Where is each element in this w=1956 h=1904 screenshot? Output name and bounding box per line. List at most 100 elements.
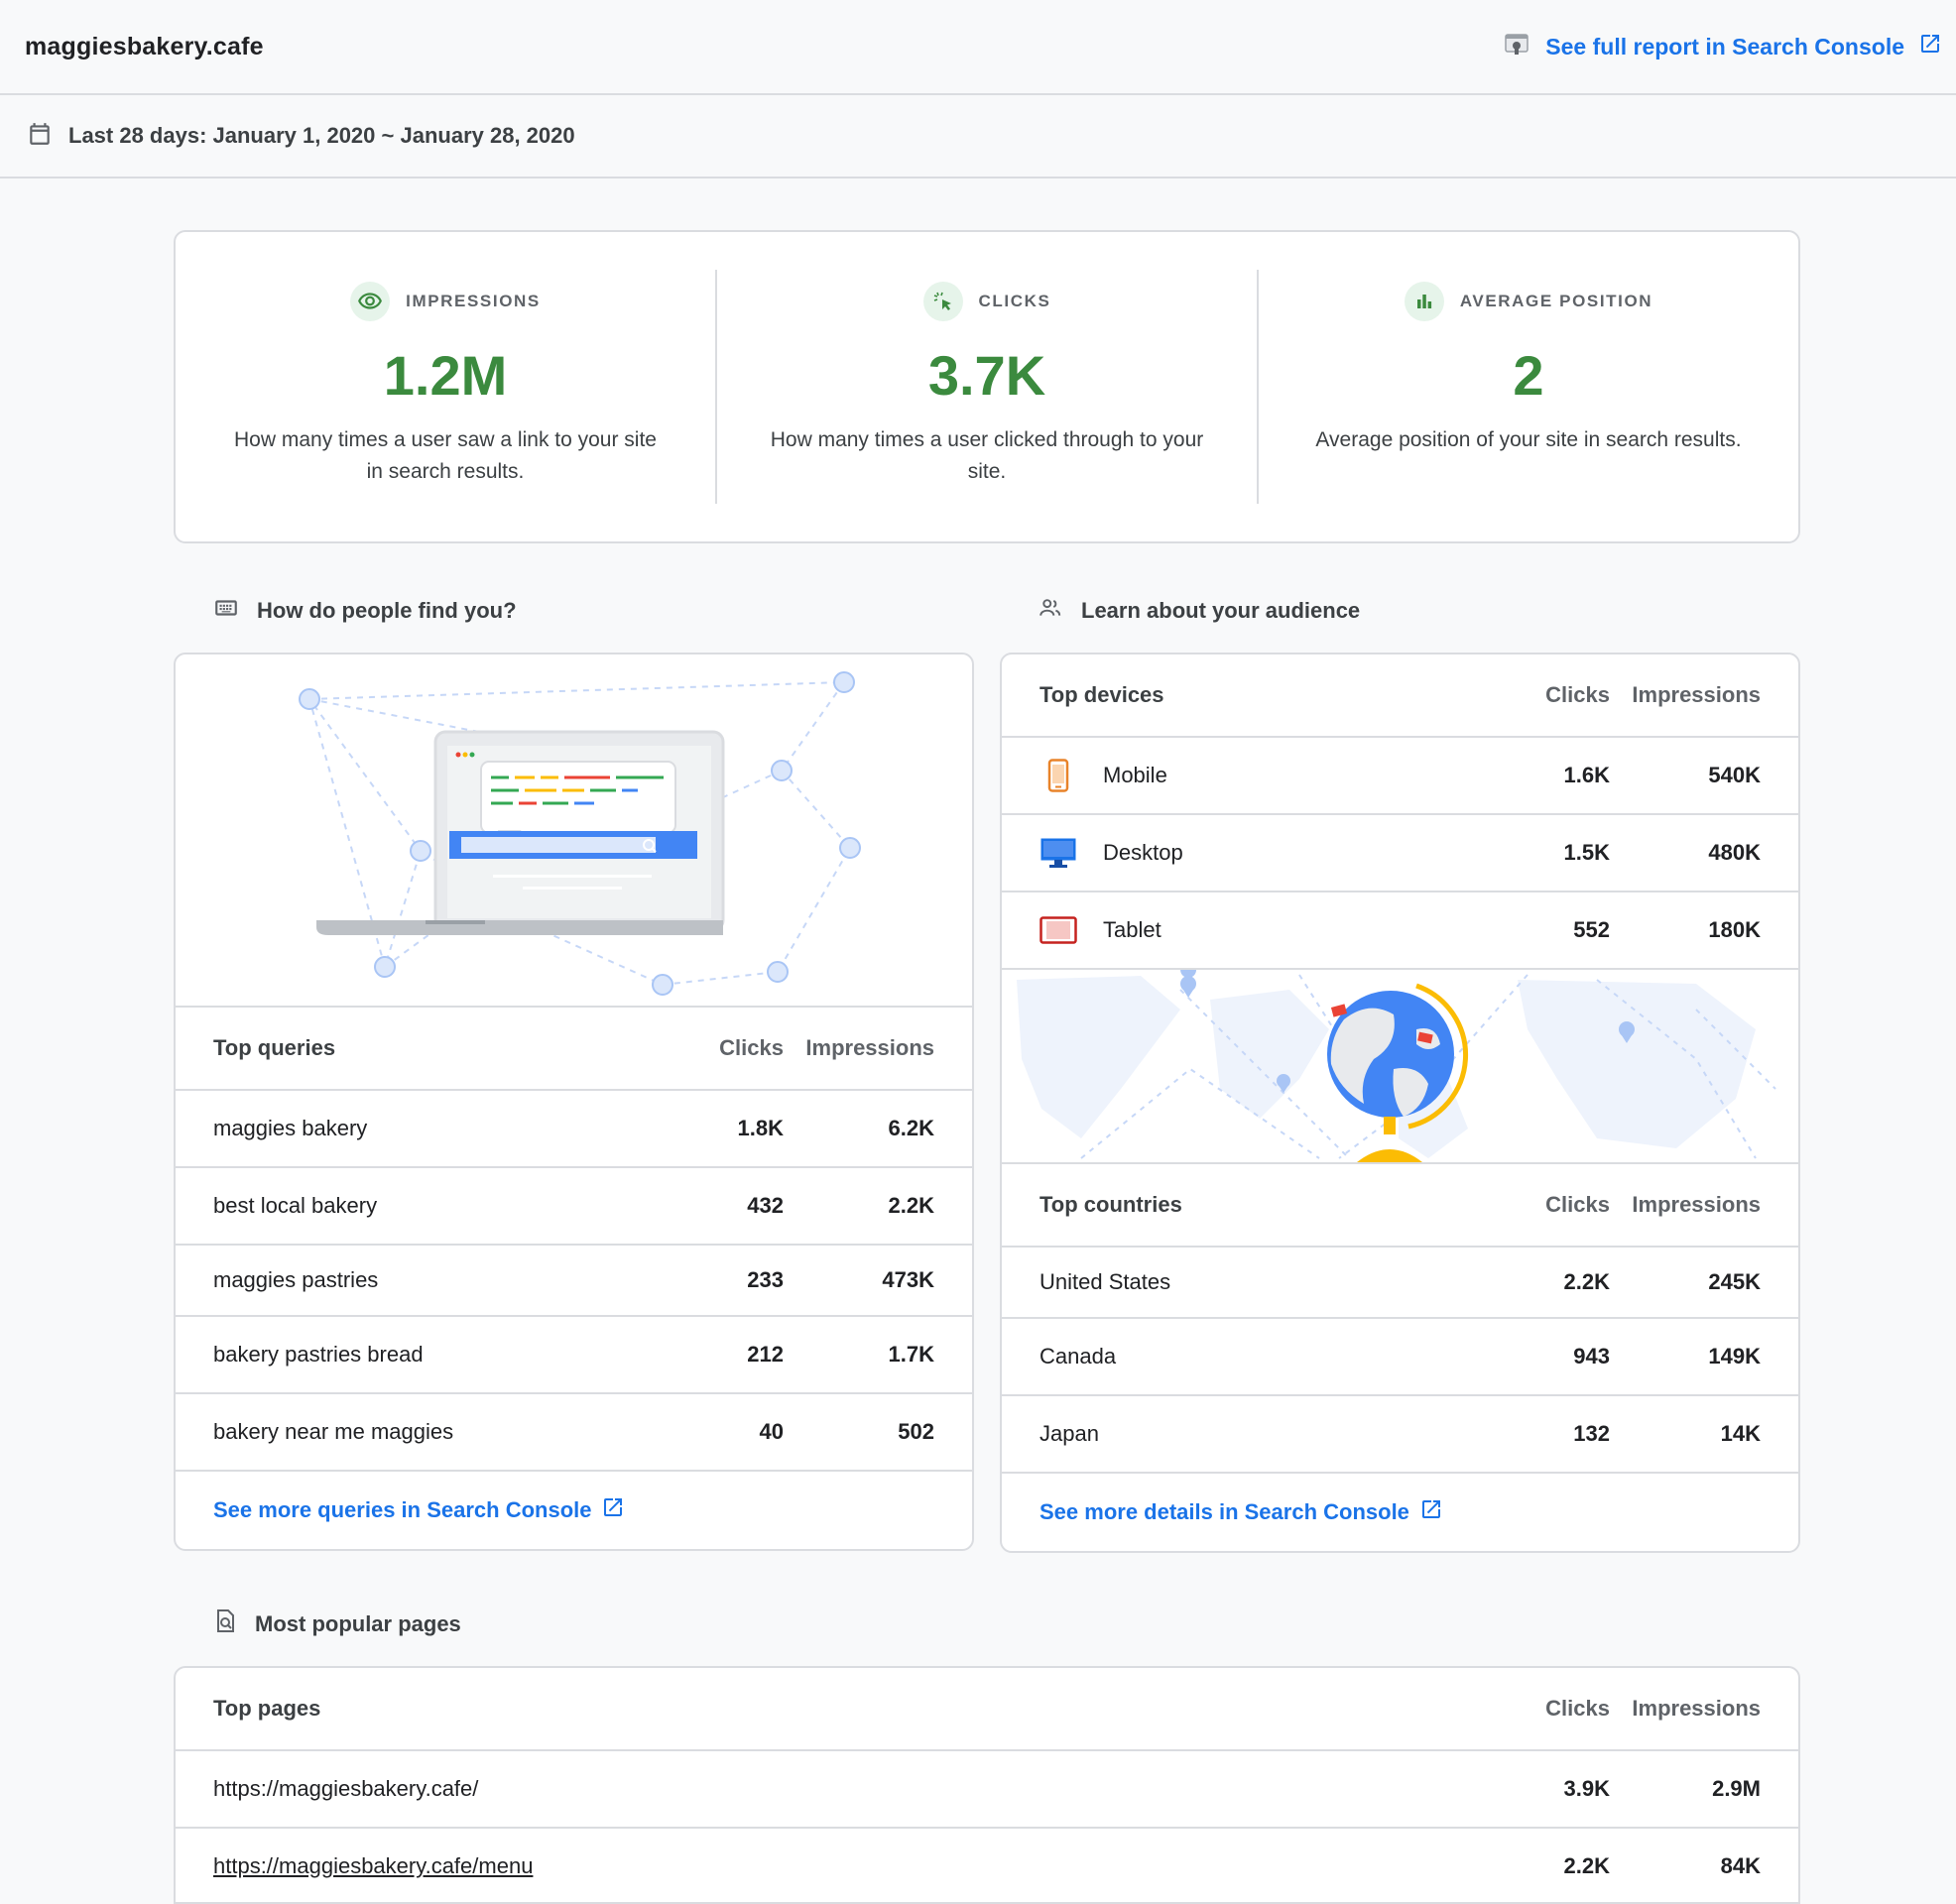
page-search-icon	[213, 1608, 237, 1640]
col-impressions: Impressions	[805, 1035, 934, 1060]
report-content: IMPRESSIONS 1.2M How many times a user s…	[174, 230, 1800, 1904]
query-clicks: 212	[747, 1342, 784, 1367]
countries-table-header: Top countries Clicks Impressions	[1002, 1164, 1798, 1248]
country-impressions: 149K	[1708, 1344, 1761, 1368]
query-clicks: 1.8K	[737, 1116, 784, 1140]
query-label: bakery pastries bread	[213, 1342, 424, 1367]
table-row: bakery pastries bread 212 1.7K	[176, 1317, 972, 1394]
query-impressions: 473K	[882, 1267, 934, 1292]
calendar-icon	[27, 121, 53, 152]
country-impressions: 245K	[1708, 1269, 1761, 1294]
search-console-icon	[1502, 29, 1531, 64]
device-label: Desktop	[1103, 840, 1183, 865]
metric-description: How many times a user saw a link to your…	[234, 428, 657, 483]
devices-table-title: Top devices	[1039, 682, 1164, 707]
page-url[interactable]: https://maggiesbakery.cafe/	[213, 1776, 479, 1801]
table-row: Canada 943 149K	[1002, 1319, 1798, 1396]
metric-average-position: AVERAGE POSITION 2 Average position of y…	[1257, 270, 1798, 504]
find-section-header: How do people find you?	[174, 591, 974, 631]
table-row: maggies bakery 1.8K 6.2K	[176, 1091, 972, 1168]
page-impressions: 84K	[1720, 1853, 1761, 1878]
table-row: maggies pastries 233 473K	[176, 1246, 972, 1317]
page-url[interactable]: https://maggiesbakery.cafe/menu	[213, 1853, 534, 1878]
query-impressions: 2.2K	[888, 1193, 934, 1218]
date-range-label: Last 28 days: January 1, 2020 ~ January …	[68, 123, 575, 148]
country-clicks: 943	[1573, 1344, 1610, 1368]
table-row[interactable]: https://maggiesbakery.cafe/menu 2.2K 84K	[176, 1829, 1798, 1902]
sections-row: How do people find you?	[174, 591, 1800, 1553]
country-clicks: 2.2K	[1563, 1269, 1610, 1294]
table-row: Mobile 1.6K 540K	[1002, 738, 1798, 815]
site-name: maggiesbakery.cafe	[25, 32, 264, 60]
metric-description: How many times a user clicked through to…	[770, 428, 1204, 483]
table-row: Tablet 552 180K	[1002, 892, 1798, 970]
audience-column: Learn about your audience Top devices Cl…	[1000, 591, 1800, 1553]
metric-value: 1.2M	[383, 344, 508, 407]
page-clicks: 3.9K	[1563, 1776, 1610, 1801]
full-report-link[interactable]: See full report in Search Console	[1502, 29, 1942, 64]
query-impressions: 502	[898, 1419, 934, 1444]
find-column: How do people find you?	[174, 591, 974, 1553]
search-network-illustration	[176, 654, 972, 1008]
open-external-icon	[1918, 32, 1942, 61]
bar-chart-icon	[1404, 282, 1444, 321]
table-row: Desktop 1.5K 480K	[1002, 815, 1798, 892]
col-clicks: Clicks	[1545, 1192, 1610, 1217]
device-clicks: 552	[1573, 917, 1610, 942]
table-row: bakery near me maggies 40 502	[176, 1394, 972, 1472]
device-impressions: 540K	[1708, 763, 1761, 787]
query-label: bakery near me maggies	[213, 1419, 454, 1444]
full-report-label: See full report in Search Console	[1545, 33, 1904, 60]
pages-table-title: Top pages	[213, 1696, 321, 1721]
col-impressions: Impressions	[1632, 682, 1761, 707]
queries-table-title: Top queries	[213, 1035, 336, 1060]
metric-label: CLICKS	[978, 292, 1051, 310]
table-row: best local bakery 432 2.2K	[176, 1168, 972, 1246]
device-clicks: 1.6K	[1563, 763, 1610, 787]
metric-impressions: IMPRESSIONS 1.2M How many times a user s…	[176, 270, 715, 504]
page-clicks: 2.2K	[1563, 1853, 1610, 1878]
col-clicks: Clicks	[1545, 1696, 1610, 1721]
keyboard-icon	[213, 595, 239, 627]
device-label: Mobile	[1103, 763, 1167, 787]
page-impressions: 2.9M	[1712, 1776, 1761, 1801]
pages-section-header: Most popular pages	[174, 1605, 1800, 1644]
pages-card: Top pages Clicks Impressions https://mag…	[174, 1666, 1800, 1904]
audience-section-header: Learn about your audience	[1000, 591, 1800, 631]
queries-card: Top queries Clicks Impressions maggies b…	[174, 653, 974, 1551]
people-icon	[1038, 595, 1063, 627]
more-details-link[interactable]: See more details in Search Console	[1002, 1474, 1798, 1551]
query-label: maggies bakery	[213, 1116, 368, 1140]
metric-value: 2	[1513, 344, 1544, 407]
metric-label: IMPRESSIONS	[406, 292, 541, 310]
device-label: Tablet	[1103, 917, 1161, 942]
col-impressions: Impressions	[1632, 1192, 1761, 1217]
device-impressions: 480K	[1708, 840, 1761, 865]
country-impressions: 14K	[1720, 1421, 1761, 1446]
table-row[interactable]: https://maggiesbakery.cafe/ 3.9K 2.9M	[176, 1751, 1798, 1829]
open-external-icon	[601, 1495, 625, 1525]
summary-card: IMPRESSIONS 1.2M How many times a user s…	[174, 230, 1800, 543]
col-clicks: Clicks	[1545, 682, 1610, 707]
col-impressions: Impressions	[1632, 1696, 1761, 1721]
devices-table-header: Top devices Clicks Impressions	[1002, 654, 1798, 738]
country-label: Japan	[1039, 1421, 1099, 1446]
metric-label: AVERAGE POSITION	[1459, 292, 1653, 310]
top-bar: maggiesbakery.cafe See full report in Se…	[0, 0, 1956, 95]
metric-value: 3.7K	[927, 344, 1046, 407]
query-clicks: 432	[747, 1193, 784, 1218]
find-section-title: How do people find you?	[257, 598, 517, 623]
more-queries-link[interactable]: See more queries in Search Console	[176, 1472, 972, 1549]
queries-table-header: Top queries Clicks Impressions	[176, 1008, 972, 1091]
query-clicks: 233	[747, 1267, 784, 1292]
table-row: United States 2.2K 245K	[1002, 1248, 1798, 1319]
countries-table-title: Top countries	[1039, 1192, 1182, 1217]
device-impressions: 180K	[1708, 917, 1761, 942]
country-label: Canada	[1039, 1344, 1117, 1368]
country-label: United States	[1039, 1269, 1171, 1294]
query-clicks: 40	[759, 1419, 784, 1444]
date-range-bar[interactable]: Last 28 days: January 1, 2020 ~ January …	[0, 95, 1956, 178]
cursor-click-icon	[922, 282, 963, 321]
audience-section-title: Learn about your audience	[1081, 598, 1361, 623]
col-clicks: Clicks	[719, 1035, 784, 1060]
